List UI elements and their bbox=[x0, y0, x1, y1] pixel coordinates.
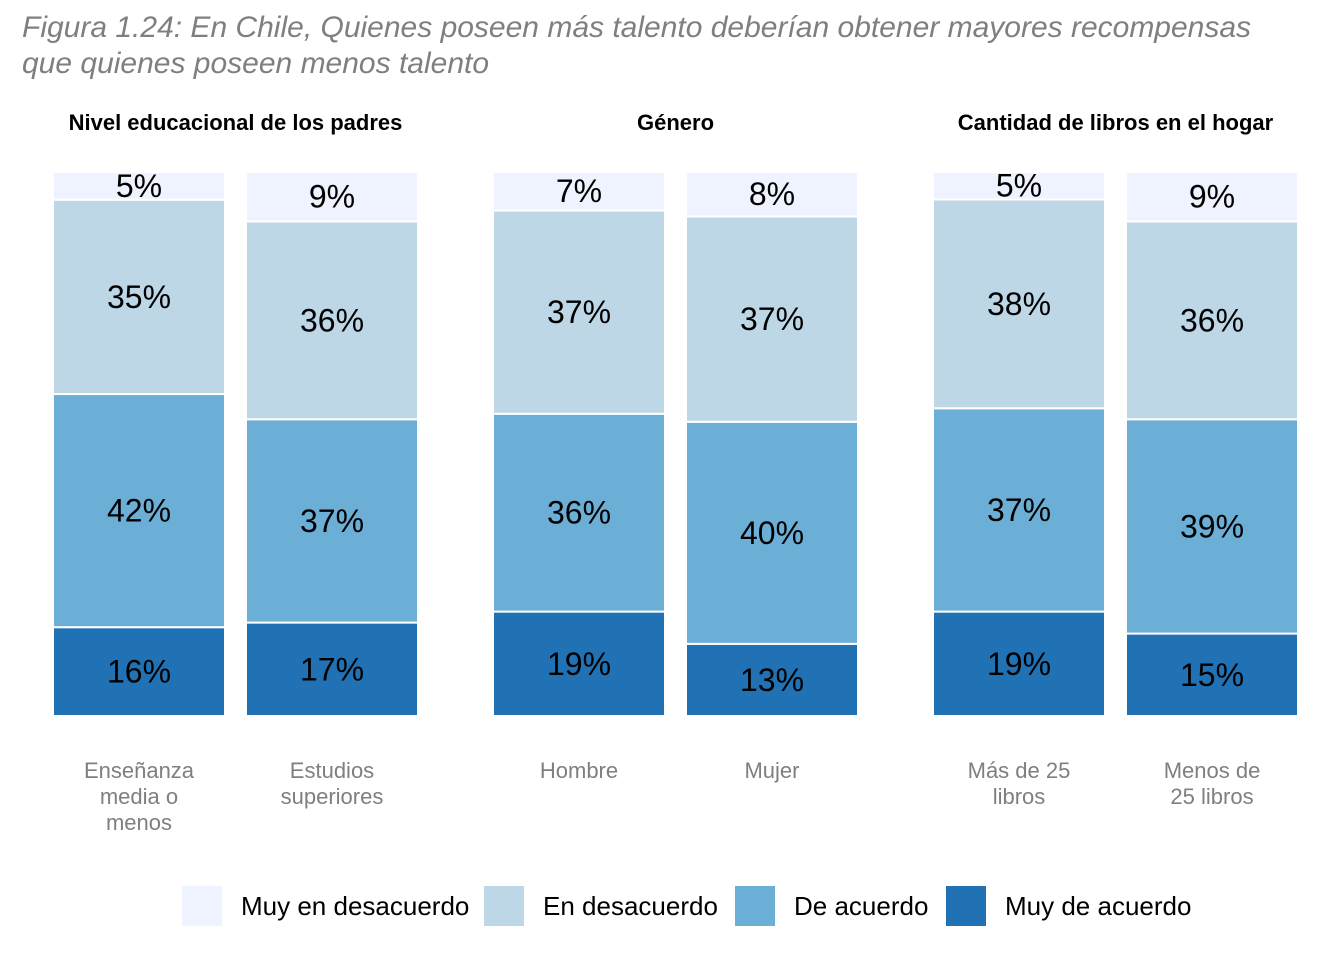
bar-hombre-en-desacuerdo bbox=[492, 209, 666, 415]
bar-mujer-de-acuerdo bbox=[685, 420, 859, 645]
data-label-mas-de-25-libros-en-desacuerdo: 38% bbox=[987, 286, 1051, 322]
data-label-hombre-muy-de-acuerdo: 19% bbox=[547, 646, 611, 682]
category-label-mas-de-25-libros: Más de 25 libros bbox=[968, 758, 1071, 809]
category-label-line: Más de 25 bbox=[968, 758, 1071, 783]
figure-title-line-2: que quienes poseen menos talento bbox=[22, 47, 490, 80]
bar-estudios-superiores-en-desacuerdo bbox=[245, 220, 419, 421]
data-label-ensenanza-media-o-menos-de-acuerdo: 42% bbox=[107, 493, 171, 529]
legend-swatch-muy-en-desacuerdo bbox=[182, 886, 222, 926]
data-label-mujer-de-acuerdo: 40% bbox=[740, 515, 804, 551]
bar-menos-de-25-libros-de-acuerdo bbox=[1125, 418, 1299, 635]
category-label-line: media o bbox=[100, 784, 178, 809]
bar-menos-de-25-libros-muy-de-acuerdo bbox=[1125, 632, 1299, 717]
data-label-ensenanza-media-o-menos-muy-de-acuerdo: 16% bbox=[107, 654, 171, 690]
category-label-line: Hombre bbox=[540, 758, 618, 783]
data-label-menos-de-25-libros-de-acuerdo: 39% bbox=[1180, 508, 1244, 544]
bar-estudios-superiores-de-acuerdo bbox=[245, 418, 419, 624]
bar-mas-de-25-libros-en-desacuerdo bbox=[932, 198, 1106, 410]
figure-title-line-1: Figura 1.24: En Chile, Quienes poseen má… bbox=[22, 11, 1252, 44]
bar-estudios-superiores-muy-de-acuerdo bbox=[245, 621, 419, 718]
data-label-mas-de-25-libros-muy-de-acuerdo: 19% bbox=[987, 646, 1051, 682]
data-label-menos-de-25-libros-muy-en-desacuerdo: 9% bbox=[1189, 179, 1235, 215]
category-label-estudios-superiores: Estudios superiores bbox=[281, 758, 384, 809]
bar-ensenanza-media-o-menos-de-acuerdo bbox=[52, 393, 226, 629]
legend-label-muy-de-acuerdo: Muy de acuerdo bbox=[1005, 891, 1191, 921]
bar-hombre-de-acuerdo bbox=[492, 412, 666, 613]
category-label-ensenanza-media-o-menos: Enseñanza media o menos bbox=[84, 758, 195, 835]
bar-mujer-muy-de-acuerdo bbox=[685, 642, 859, 717]
bar-mujer-muy-en-desacuerdo bbox=[685, 171, 859, 218]
category-label-line: menos bbox=[106, 810, 172, 835]
category-label-menos-de-25-libros: Menos de 25 libros bbox=[1164, 758, 1261, 809]
bar-ensenanza-media-o-menos-muy-en-desacuerdo bbox=[52, 171, 226, 201]
data-label-hombre-muy-en-desacuerdo: 7% bbox=[556, 173, 602, 209]
data-label-mujer-muy-de-acuerdo: 13% bbox=[740, 662, 804, 698]
data-label-ensenanza-media-o-menos-en-desacuerdo: 35% bbox=[107, 279, 171, 315]
legend-swatch-de-acuerdo bbox=[735, 886, 775, 926]
data-label-menos-de-25-libros-en-desacuerdo: 36% bbox=[1180, 302, 1244, 338]
legend-swatch-en-desacuerdo bbox=[484, 886, 524, 926]
figure-title: Figura 1.24: En Chile, Quienes poseen má… bbox=[22, 10, 1342, 82]
panel-title-genero: Género bbox=[637, 110, 714, 135]
category-label-line: Menos de bbox=[1164, 758, 1261, 783]
data-label-mujer-muy-en-desacuerdo: 8% bbox=[749, 176, 795, 212]
data-label-mas-de-25-libros-muy-en-desacuerdo: 5% bbox=[996, 168, 1042, 204]
bar-ensenanza-media-o-menos-muy-de-acuerdo bbox=[52, 626, 226, 717]
category-label-mujer: Mujer bbox=[744, 758, 799, 783]
category-label-line: 25 libros bbox=[1170, 784, 1253, 809]
legend-label-muy-en-desacuerdo: Muy en desacuerdo bbox=[241, 891, 469, 921]
category-label-line: Estudios bbox=[290, 758, 374, 783]
bar-menos-de-25-libros-muy-en-desacuerdo bbox=[1125, 171, 1299, 223]
panel-title-cantidad-de-libros-en-el-hogar: Cantidad de libros en el hogar bbox=[958, 110, 1274, 135]
data-label-mujer-en-desacuerdo: 37% bbox=[740, 301, 804, 337]
data-label-hombre-de-acuerdo: 36% bbox=[547, 495, 611, 531]
panel-title-nivel-educacional-de-los-padres: Nivel educacional de los padres bbox=[69, 110, 403, 135]
bar-mas-de-25-libros-muy-de-acuerdo bbox=[932, 610, 1106, 717]
data-label-mas-de-25-libros-de-acuerdo: 37% bbox=[987, 492, 1051, 528]
data-label-estudios-superiores-muy-en-desacuerdo: 9% bbox=[309, 179, 355, 215]
bar-estudios-superiores-muy-en-desacuerdo bbox=[245, 171, 419, 223]
data-label-hombre-en-desacuerdo: 37% bbox=[547, 294, 611, 330]
data-label-ensenanza-media-o-menos-muy-en-desacuerdo: 5% bbox=[116, 168, 162, 204]
bar-mas-de-25-libros-muy-en-desacuerdo bbox=[932, 171, 1106, 201]
category-label-line: superiores bbox=[281, 784, 384, 809]
legend-label-en-desacuerdo: En desacuerdo bbox=[543, 891, 718, 921]
bar-menos-de-25-libros-en-desacuerdo bbox=[1125, 220, 1299, 421]
bar-ensenanza-media-o-menos-en-desacuerdo bbox=[52, 198, 226, 396]
data-label-estudios-superiores-muy-de-acuerdo: 17% bbox=[300, 651, 364, 687]
category-label-line: libros bbox=[993, 784, 1046, 809]
category-label-line: Mujer bbox=[744, 758, 799, 783]
category-label-hombre: Hombre bbox=[540, 758, 618, 783]
data-label-menos-de-25-libros-muy-de-acuerdo: 15% bbox=[1180, 657, 1244, 693]
legend-label-de-acuerdo: De acuerdo bbox=[794, 891, 928, 921]
data-label-estudios-superiores-en-desacuerdo: 36% bbox=[300, 302, 364, 338]
category-label-line: Enseñanza bbox=[84, 758, 195, 783]
data-label-estudios-superiores-de-acuerdo: 37% bbox=[300, 503, 364, 539]
legend-swatch-muy-de-acuerdo bbox=[946, 886, 986, 926]
bar-hombre-muy-en-desacuerdo bbox=[492, 171, 666, 212]
bar-hombre-muy-de-acuerdo bbox=[492, 610, 666, 717]
bar-mujer-en-desacuerdo bbox=[685, 215, 859, 423]
